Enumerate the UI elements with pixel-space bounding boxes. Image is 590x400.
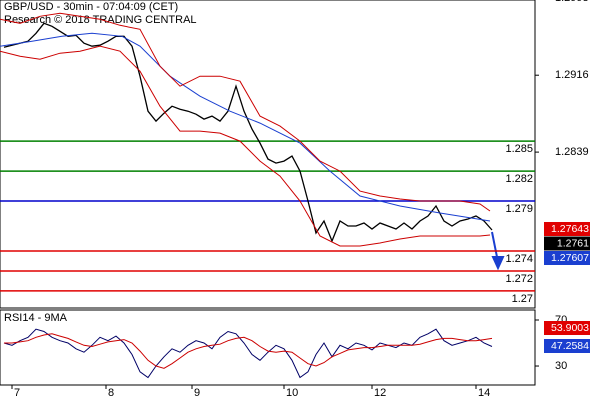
price-panel — [0, 0, 536, 309]
level-label: 1.279 — [505, 203, 533, 215]
rsi-panel — [0, 309, 536, 386]
price-tag-label: 1.27607 — [551, 252, 589, 264]
series-line — [4, 333, 493, 369]
chart-title: GBP/USD - 30min - 07:04:09 (CET) — [4, 1, 178, 13]
series-line — [3, 22, 493, 243]
price-tag — [544, 222, 590, 236]
price-tag — [544, 339, 590, 353]
price-tag — [544, 236, 590, 251]
price-tag-label: 1.27643 — [551, 223, 589, 235]
price-tag-label: 1.2761 — [557, 237, 589, 249]
price-tag — [544, 251, 590, 265]
price-tag — [544, 321, 590, 335]
series-line — [0, 45, 491, 247]
x-tick-label: 14 — [478, 387, 490, 399]
y-tick-label: 1.2839 — [555, 146, 589, 158]
y-tick-label: 30 — [555, 360, 567, 372]
chart-subtitle: Research © 2018 TRADING CENTRAL — [4, 14, 197, 26]
level-label: 1.282 — [505, 173, 533, 185]
price-tag-label: 53.9003 — [551, 322, 589, 334]
x-tick-label: 10 — [286, 387, 298, 399]
rsi-title: RSI14 - 9MA — [4, 312, 68, 324]
level-label: 1.27 — [512, 293, 533, 305]
series-line — [0, 12, 491, 212]
y-tick-label: 1.2993 — [555, 0, 589, 4]
x-tick-label: 9 — [194, 387, 200, 399]
series-line — [0, 32, 491, 222]
y-tick-label: 1.2916 — [555, 69, 589, 81]
price-tag-label: 47.2584 — [551, 340, 589, 352]
x-tick-label: 12 — [374, 387, 386, 399]
level-label: 1.272 — [505, 273, 533, 285]
x-tick-label: 7 — [14, 387, 20, 399]
forecast-arrow — [491, 231, 505, 271]
x-tick-label: 8 — [108, 387, 114, 399]
level-label: 1.274 — [505, 253, 533, 265]
level-label: 1.285 — [505, 143, 533, 155]
